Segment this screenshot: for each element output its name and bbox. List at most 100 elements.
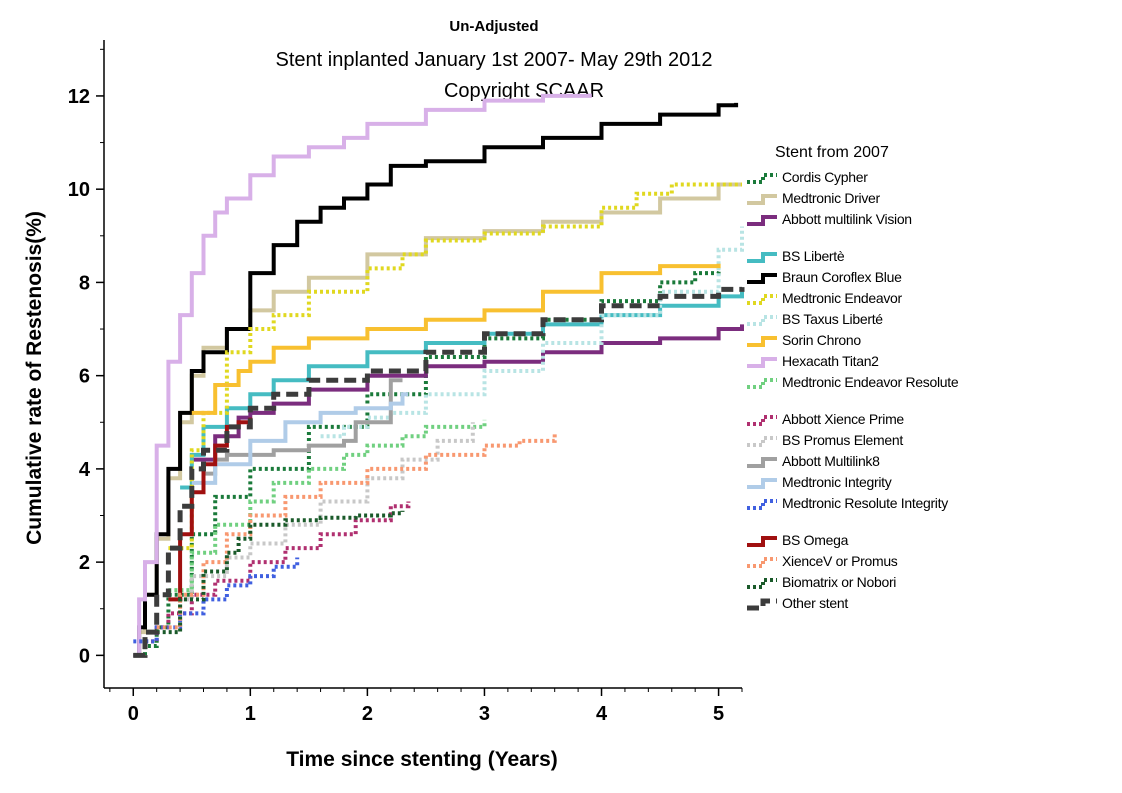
series-line-bs-promus-element: [168, 422, 475, 602]
legend-swatch: [747, 378, 777, 389]
series-line-medtronic-endeavor: [168, 182, 742, 551]
legend-label: BS Taxus Liberté: [782, 311, 883, 327]
x-tick-label: 5: [713, 703, 724, 725]
y-axis-label: Cumulative rate of Restenosis(%): [23, 211, 46, 545]
legend-swatch-line: [747, 215, 777, 226]
legend-item-medtronic-driver: Medtronic Driver: [745, 191, 965, 212]
legend-label: Biomatrix or Nobori: [782, 574, 897, 590]
series-layer: [133, 93, 745, 658]
legend-swatch-line: [747, 478, 777, 489]
chart-subtitle-line-1: Stent inplanted January 1st 2007- May 29…: [276, 49, 713, 71]
legend-label: Sorin Chrono: [782, 332, 861, 348]
legend-swatch-line: [747, 294, 777, 305]
series-line-braun-coroflex-blue: [133, 102, 739, 658]
legend-swatch-line: [747, 378, 777, 389]
legend-label: BS Promus Element: [782, 432, 903, 448]
legend-swatch-line: [747, 194, 777, 205]
legend-item-bs-promus-element: BS Promus Element: [745, 433, 965, 454]
legend-item-medtronic-endeavor-resolute: Medtronic Endeavor Resolute: [745, 375, 965, 412]
legend-swatch-line: [747, 557, 777, 568]
legend-swatch-line: [747, 415, 777, 426]
legend-label: BS Omega: [782, 532, 849, 548]
legend-swatch-line: [747, 273, 777, 284]
series-line-abbott-multilink-vision: [191, 324, 744, 462]
legend-item-abbott-xience-prime: Abbott Xience Prime: [745, 412, 965, 433]
legend-swatch: [747, 598, 777, 611]
legend-swatch: [747, 252, 777, 263]
legend-swatch-line: [747, 598, 777, 611]
legend-swatch: [747, 315, 777, 326]
legend-label: Braun Coroflex Blue: [782, 269, 902, 285]
legend-label: Medtronic Driver: [782, 190, 880, 206]
legend-swatch: [747, 336, 777, 347]
y-tick-label: 10: [68, 179, 90, 201]
legend-swatch: [747, 557, 777, 568]
x-tick-label: 3: [479, 703, 490, 725]
legend-item-bs-libert: BS Libertè: [745, 249, 965, 270]
legend-swatch: [747, 194, 777, 205]
legend-swatch: [747, 478, 777, 489]
legend-swatch-line: [747, 315, 777, 326]
legend-swatch-line: [747, 357, 777, 368]
series-line-abbott-xience-prime: [145, 501, 411, 644]
y-tick-label: 0: [79, 645, 90, 667]
legend-label: Abbott multilink Vision: [782, 211, 912, 227]
legend-swatch-line: [747, 252, 777, 263]
y-tick-label: 2: [79, 552, 90, 574]
y-tick-label: 4: [79, 459, 91, 481]
legend-label: Abbott Xience Prime: [782, 411, 904, 427]
series-line-biomatrix-or-nobori: [156, 510, 405, 635]
chart-title: Un-Adjusted: [449, 18, 538, 35]
legend-item-bs-taxus-libert: BS Taxus Liberté: [745, 312, 965, 333]
series-line-xiencev-or-promus: [156, 431, 557, 630]
legend-item-other-stent: Other stent: [745, 596, 965, 617]
series-line-other-stent: [133, 286, 745, 658]
legend: Stent from 2007 Cordis Cypher Medtronic D…: [745, 142, 965, 617]
legend-items: Cordis Cypher Medtronic Driver Abbott mult…: [745, 170, 965, 617]
series-line-sorin-chrono: [191, 263, 721, 415]
legend-swatch-line: [747, 457, 777, 468]
legend-label: Abbott Multilink8: [782, 453, 880, 469]
x-tick-label: 1: [245, 703, 256, 725]
series-line-abbott-multilink8: [203, 378, 403, 476]
legend-item-braun-coroflex-blue: Braun Coroflex Blue: [745, 270, 965, 291]
series-line-medtronic-endeavor-resolute: [168, 419, 487, 593]
legend-swatch-line: [747, 578, 777, 589]
legend-label: Hexacath Titan2: [782, 353, 879, 369]
legend-item-medtronic-resolute-integrity: Medtronic Resolute Integrity: [745, 496, 965, 533]
legend-swatch: [747, 457, 777, 468]
legend-item-abbott-multilink-vision: Abbott multilink Vision: [745, 212, 965, 249]
legend-item-abbott-multilink8: Abbott Multilink8: [745, 454, 965, 475]
legend-label: Medtronic Endeavor: [782, 290, 902, 306]
legend-label: BS Libertè: [782, 248, 845, 264]
legend-item-cordis-cypher: Cordis Cypher: [745, 170, 965, 191]
legend-swatch-line: [747, 499, 777, 510]
legend-item-hexacath-titan2: Hexacath Titan2: [745, 354, 965, 375]
legend-item-bs-omega: BS Omega: [745, 533, 965, 554]
y-tick-label: 8: [79, 272, 90, 294]
legend-label: XienceV or Promus: [782, 553, 898, 569]
legend-swatch-line: [747, 336, 777, 347]
legend-swatch: [747, 415, 777, 426]
legend-label: Other stent: [782, 595, 848, 611]
x-tick-label: 4: [596, 703, 608, 725]
legend-swatch: [747, 173, 777, 184]
legend-swatch-line: [747, 436, 777, 447]
legend-label: Cordis Cypher: [782, 169, 868, 185]
x-axis-label: Time since stenting (Years): [286, 748, 558, 771]
y-tick-label: 12: [68, 86, 90, 108]
legend-item-sorin-chrono: Sorin Chrono: [745, 333, 965, 354]
series-line-bs-omega: [168, 417, 253, 602]
legend-swatch: [747, 357, 777, 368]
y-tick-label: 6: [79, 366, 90, 388]
legend-label: Medtronic Resolute Integrity: [782, 495, 948, 511]
legend-swatch: [747, 578, 777, 589]
series-line-medtronic-integrity: [191, 392, 409, 485]
legend-label: Medtronic Endeavor Resolute: [782, 374, 959, 390]
x-tick-label: 2: [362, 703, 373, 725]
legend-swatch-line: [747, 536, 777, 547]
legend-item-xiencev-or-promus: XienceV or Promus: [745, 554, 965, 575]
legend-swatch: [747, 294, 777, 305]
